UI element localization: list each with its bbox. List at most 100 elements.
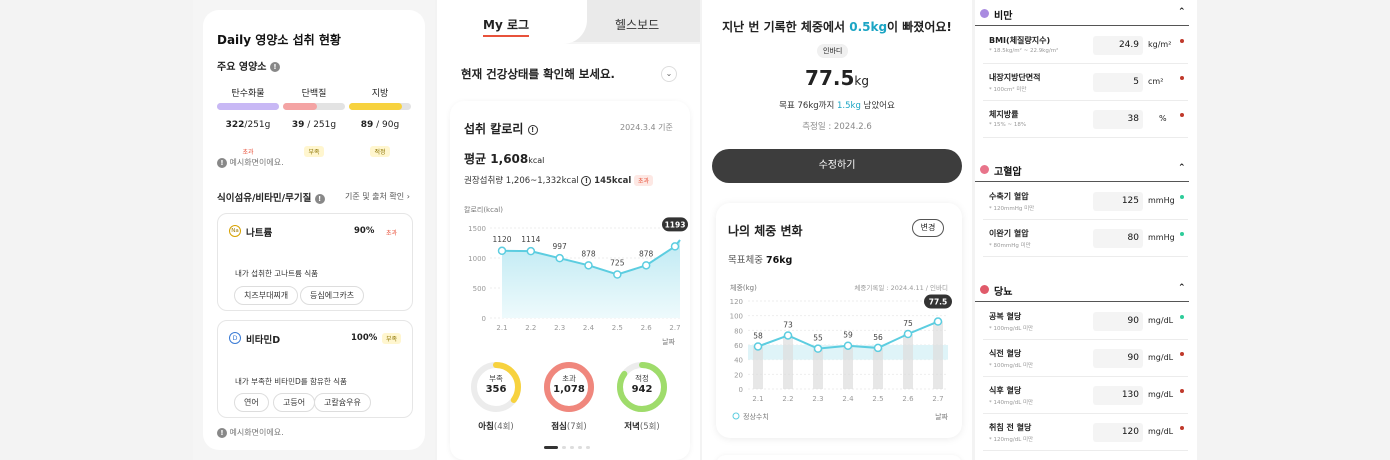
data-label: 878	[581, 249, 596, 258]
info-icon[interactable]: !	[527, 124, 538, 135]
legend-marker	[732, 412, 740, 420]
info-icon[interactable]: !	[314, 193, 325, 204]
example-note: ! 예시화면이에요.	[217, 427, 284, 438]
chevron-up-icon[interactable]: ⌃	[1178, 163, 1186, 173]
data-point	[584, 261, 593, 270]
measure-date: 측정일 : 2024.2.6	[802, 122, 872, 132]
record-note: 체중기록일 : 2024.4.11 / 인바디	[854, 283, 948, 292]
macro-value: 39 / 251g	[291, 120, 337, 130]
status-dot	[1180, 195, 1184, 199]
info-icon[interactable]: !	[581, 175, 592, 186]
data-label: 56	[873, 333, 883, 342]
meal-item[interactable]: 초과 1,078 점심(7회)	[535, 359, 603, 439]
data-label: 1120	[492, 235, 511, 244]
vitamin-d-name: 비타민D	[246, 335, 281, 346]
metric-name: 이완기 혈압	[989, 229, 1029, 238]
meal-value: 1,078	[553, 384, 585, 395]
x-tick-label: 2.2	[525, 324, 536, 332]
highlight-label: 1193	[665, 220, 686, 229]
metric-row: 식후 혈당 * 140mg/dL 미만 130 mg/dL	[983, 377, 1188, 414]
vitamin-d-tag: 부족	[382, 333, 402, 344]
tab-health-board[interactable]: 헬스보드	[615, 18, 660, 32]
metric-name: 공복 혈당	[989, 312, 1022, 321]
metric-row: 수축기 혈압 * 120mmHg 미만 125 mmHg	[983, 183, 1188, 220]
y-tick-label: 80	[734, 327, 743, 335]
food-chip[interactable]: 연어	[234, 393, 269, 412]
metric-range: * 100mg/dL 미만	[989, 326, 1034, 332]
meal-label: 점심(7회)	[551, 422, 587, 432]
vitamin-d-card[interactable]: D 비타민D 100% 부족 내가 부족한 비타민D를 함유한 식품 연어 고등…	[217, 320, 413, 418]
status-prompt[interactable]: 현재 건강상태를 확인해 보세요.	[461, 67, 615, 81]
edit-button[interactable]: 수정하기	[712, 149, 962, 183]
food-chip[interactable]: 등심에그카츠	[300, 286, 365, 305]
mylog-panel: My 로그 헬스보드 현재 건강상태를 확인해 보세요. ⌄ 섭취 칼로리 ! …	[437, 0, 700, 460]
meal-item[interactable]: 부족 356 아침(4회)	[462, 359, 530, 439]
example-note: ! 예시화면이에요.	[217, 157, 284, 168]
data-point	[670, 242, 680, 251]
metric-value[interactable]: 125	[1093, 192, 1143, 211]
page-dot[interactable]	[586, 446, 590, 449]
page-dot[interactable]	[562, 446, 566, 449]
status-dot	[1180, 352, 1184, 356]
nutrition-card: Daily 영양소 섭취 현황 주요 영양소 ! 탄수화물 322/251g 초과 단…	[203, 10, 425, 450]
metric-value[interactable]: 90	[1093, 312, 1143, 331]
inbody-badge: 인바디	[817, 44, 849, 58]
metric-name: 식후 혈당	[989, 386, 1022, 395]
x-tick-label: 2.6	[641, 324, 653, 332]
sodium-card[interactable]: Na 나트륨 90% 초과 내가 섭취한 고나트륨 식품 치즈부대찌개 등심에그…	[217, 213, 413, 311]
x-tick-label: 2.4	[583, 324, 595, 332]
meal-label: 저녁(5회)	[624, 422, 660, 432]
chevron-down-icon[interactable]: ⌄	[661, 66, 677, 82]
macro-bar-fill	[349, 103, 402, 110]
section-header[interactable]: 고혈압 ⌃	[975, 160, 1189, 182]
metric-range: * 15% ~ 18%	[989, 122, 1027, 128]
meal-status: 적정	[635, 374, 649, 383]
food-chip[interactable]: 고칼슘우유	[314, 393, 371, 412]
change-goal-button[interactable]: 변경	[912, 219, 944, 237]
macro-item: 지방 89 / 90g 적정	[349, 86, 411, 157]
vitamin-d-pct: 100%	[351, 333, 378, 343]
criteria-link[interactable]: 기준 및 출처 확인 ›	[345, 192, 410, 201]
data-point	[555, 253, 564, 263]
section-header[interactable]: 비만 ⌃	[975, 4, 1189, 26]
area-fill	[502, 240, 680, 318]
macro-name: 탄수화물	[231, 89, 265, 99]
calorie-date: 2024.3.4 기준	[620, 123, 673, 132]
meal-value: 356	[485, 384, 507, 395]
page-dot-active[interactable]	[544, 446, 558, 449]
metric-value[interactable]: 120	[1093, 423, 1143, 442]
weight-bar	[753, 346, 763, 389]
metric-value[interactable]: 24.9	[1093, 36, 1143, 55]
tab-my-log[interactable]: My 로그	[483, 16, 530, 37]
weight-bar	[933, 321, 943, 389]
macro-name: 지방	[371, 89, 389, 99]
section-icon	[980, 165, 989, 174]
metric-value[interactable]: 5	[1093, 73, 1143, 92]
weight-headline: 지난 번 기록한 체중에서 0.5kg이 빠졌어요!	[722, 20, 952, 34]
food-chip[interactable]: 고등어	[273, 393, 316, 412]
chevron-up-icon[interactable]: ⌃	[1178, 7, 1186, 17]
chevron-up-icon[interactable]: ⌃	[1178, 283, 1186, 293]
page-dot[interactable]	[570, 446, 574, 449]
data-label: 58	[753, 331, 763, 340]
metric-value[interactable]: 130	[1093, 386, 1143, 405]
metric-value[interactable]: 80	[1093, 229, 1143, 248]
weight-bar	[843, 345, 853, 389]
weight-bar	[813, 348, 823, 389]
food-chip[interactable]: 치즈부대찌개	[234, 286, 299, 305]
metric-range: * 120mg/dL 미만	[989, 437, 1034, 443]
info-icon: !	[217, 427, 227, 438]
info-icon[interactable]: !	[269, 62, 280, 72]
meal-item[interactable]: 적정 942 저녁(5회)	[608, 359, 676, 439]
current-weight: 77.5kg	[805, 66, 869, 90]
section-header[interactable]: 당뇨 ⌃	[975, 280, 1189, 302]
metric-value[interactable]: 90	[1093, 349, 1143, 368]
metric-name: 식전 혈당	[989, 349, 1022, 358]
y-tick-label: 1500	[468, 225, 486, 233]
metric-value[interactable]: 38	[1093, 110, 1143, 129]
metric-unit: cm²	[1148, 77, 1164, 86]
metric-row: 내장지방단면적 * 100cm² 미만 5 cm²	[983, 64, 1188, 101]
page-dot[interactable]	[578, 446, 582, 449]
highlight-label: 77.5	[929, 298, 948, 307]
data-point	[903, 329, 913, 339]
